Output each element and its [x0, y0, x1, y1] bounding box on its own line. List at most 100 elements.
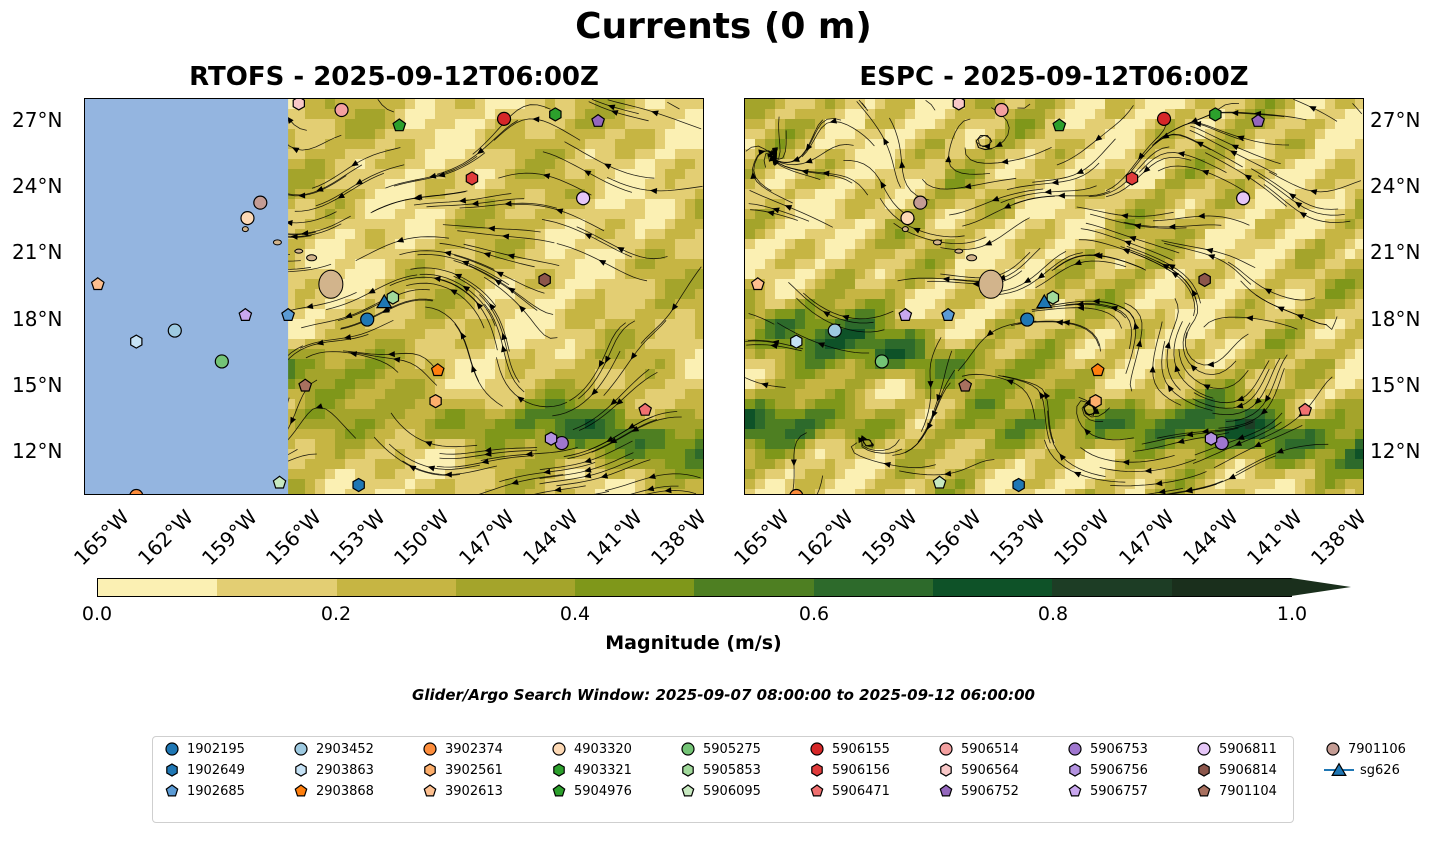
legend-item: 5906814 [1195, 760, 1277, 780]
legend-marker-icon [423, 742, 437, 756]
legend-marker-icon [810, 742, 824, 756]
platform-marker-5906471 [1298, 402, 1313, 416]
platform-marker-1902649 [352, 477, 365, 493]
espc-lon-tick-label: 141°W [1241, 505, 1307, 571]
legend-item: 5906753 [1066, 739, 1148, 759]
legend-marker-icon [1068, 784, 1082, 797]
platform-marker-7901104 [958, 378, 973, 392]
legend-marker-icon [681, 742, 695, 756]
colorbar-segment [694, 579, 814, 596]
colorbar-tick-label: 0.6 [798, 603, 830, 625]
rtofs-panel-title: RTOFS - 2025-09-12T06:00Z [189, 62, 599, 92]
legend-item: 1902649 [163, 760, 245, 780]
platform-marker-7901106 [253, 195, 268, 210]
rtofs-lon-tick-label: 159°W [196, 505, 262, 571]
platform-marker-5905853 [1046, 290, 1060, 305]
legend-marker-icon [1197, 742, 1211, 756]
legend-item: 1902195 [163, 739, 245, 759]
legend-marker-icon [552, 784, 566, 797]
espc-lon-tick-label: 165°W [728, 505, 794, 571]
rtofs-hawaiian-islands [241, 226, 344, 299]
legend-label: 5906514 [961, 741, 1019, 757]
espc-lat-tick-label: 24°N [1370, 174, 1421, 198]
legend-label: 1902195 [187, 741, 245, 757]
rtofs-lat-tick-label: 15°N [12, 373, 63, 397]
colorbar-segment [933, 579, 1053, 596]
platform-marker-sg626 [375, 293, 393, 309]
platform-marker-2903863 [130, 334, 143, 349]
legend-marker-icon [295, 763, 307, 777]
espc-lat-tick-label: 15°N [1370, 373, 1421, 397]
platform-marker-1902685 [941, 307, 956, 321]
espc-lat-tick-label: 18°N [1370, 307, 1421, 331]
rtofs-lon-tick-label: 156°W [260, 505, 326, 571]
legend-item: 4903320 [550, 739, 632, 759]
platform-marker-5906811 [1236, 191, 1251, 206]
legend-item: 5906155 [808, 739, 890, 759]
legend-marker-icon [1197, 784, 1211, 797]
colorbar-tick-label: 0.0 [81, 603, 113, 625]
espc-hawaiian-islands [901, 226, 1004, 299]
espc-lat-tick-label: 27°N [1370, 108, 1421, 132]
rtofs-map-panel [84, 98, 704, 495]
legend-label: 3902561 [445, 762, 503, 778]
espc-map-panel [744, 98, 1364, 495]
platform-marker-5905275 [874, 354, 889, 369]
legend-label: 4903321 [574, 762, 632, 778]
colorbar-segment [575, 579, 695, 596]
colorbar-tick-label: 0.4 [559, 603, 591, 625]
platform-marker-7901106 [913, 195, 928, 210]
espc-platform-markers [750, 99, 1313, 494]
platform-marker-1902195 [360, 312, 375, 327]
legend-item: 5906471 [808, 781, 890, 801]
rtofs-lon-tick-label: 150°W [388, 505, 454, 571]
platform-marker-5906156 [465, 171, 479, 186]
platform-marker-5906471 [638, 402, 653, 416]
rtofs-lon-tick-label: 153°W [324, 505, 390, 571]
rtofs-lon-tick-label: 165°W [68, 505, 134, 571]
rtofs-map-canvas [85, 99, 703, 494]
espc-lon-tick-label: 156°W [920, 505, 986, 571]
legend-label: 5906757 [1090, 783, 1148, 799]
legend-label: 5906752 [961, 783, 1019, 799]
espc-lon-tick-label: 147°W [1113, 505, 1179, 571]
legend-label: 5905853 [703, 762, 761, 778]
figure-title: Currents (0 m) [575, 6, 872, 47]
colorbar-tick-label: 0.8 [1037, 603, 1069, 625]
colorbar-segment [813, 579, 934, 596]
legend-item: 2903452 [292, 739, 374, 759]
legend-item: 5906156 [808, 760, 890, 780]
legend-item: 5905853 [679, 760, 761, 780]
platform-marker-1902649 [1012, 477, 1025, 493]
platform-marker-5906095 [272, 475, 287, 489]
legend-item: 4903321 [550, 760, 632, 780]
legend-label: 5906811 [1219, 741, 1277, 757]
legend-marker-icon [552, 742, 566, 756]
rtofs-lon-tick-label: 162°W [132, 505, 198, 571]
legend-label: 7901104 [1219, 783, 1277, 799]
legend-item: 2903863 [292, 760, 374, 780]
platform-marker-1902195 [1020, 312, 1035, 327]
legend-marker-icon [939, 784, 953, 797]
legend-item: 1902685 [163, 781, 245, 801]
colorbar-segment [1171, 579, 1291, 596]
platform-marker-3902374 [129, 488, 144, 494]
legend-item: 5906514 [937, 739, 1019, 759]
colorbar-tick-label: 0.2 [320, 603, 352, 625]
legend-marker-icon [294, 784, 308, 797]
legend-label: 5906095 [703, 783, 761, 799]
legend-marker-icon [424, 763, 436, 777]
legend-marker-icon [939, 742, 953, 756]
platform-marker-2903868 [430, 363, 445, 377]
rtofs-no-data-region [85, 99, 289, 494]
colorbar [97, 578, 1292, 597]
legend-label: 1902685 [187, 783, 245, 799]
colorbar-segment [98, 579, 218, 596]
legend-item: 5906756 [1066, 760, 1148, 780]
legend-label: 5906753 [1090, 741, 1148, 757]
platform-marker-5906514 [334, 102, 349, 118]
platform-marker-5906752 [1251, 113, 1266, 127]
platform-marker-2903452 [827, 323, 842, 338]
espc-map-canvas [745, 99, 1363, 494]
legend-marker-icon [165, 742, 179, 756]
